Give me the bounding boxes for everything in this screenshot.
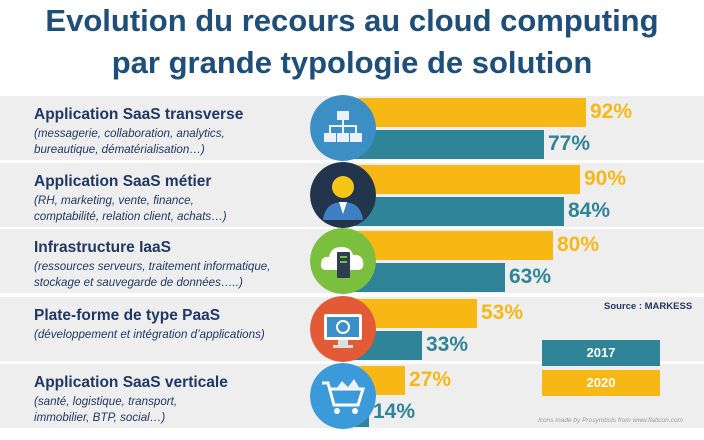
value-label-2020: 90%: [584, 167, 627, 190]
row-description-line-2: immobilier, BTP, social…): [34, 411, 166, 424]
row-label: Application SaaS métier (RH, marketing, v…: [34, 172, 324, 225]
chart-title-line-1: Evolution du recours au cloud computing: [45, 3, 659, 38]
row-title: Application SaaS verticale: [34, 374, 228, 391]
row-description-line-2: bureautique, dématérialisation…): [34, 143, 205, 156]
row-title: Application SaaS transverse: [34, 106, 244, 123]
value-label-2017: 33%: [426, 333, 469, 356]
row-description-line-1: (messagerie, collaboration, analytics,: [34, 127, 225, 140]
row-description-line-2: stockage et sauvegarde de données…..): [34, 276, 243, 289]
icon-credit: Icons made by Prosymbols from www.flatic…: [538, 417, 683, 424]
row-label: Plate-forme de type PaaS (développement e…: [34, 306, 324, 343]
value-label-2017: 63%: [509, 265, 552, 288]
row-label: Infrastructure IaaS (ressources serveurs,…: [34, 238, 324, 291]
row-description-line-1: (RH, marketing, vente, finance,: [34, 194, 194, 207]
row-description-line-1: (ressources serveurs, traitement informa…: [34, 260, 271, 273]
cloud-server-icon: [310, 228, 376, 294]
chart-title-line-2: par grande typologie de solution: [111, 45, 593, 80]
row-title: Plate-forme de type PaaS: [34, 307, 221, 324]
monitor-icon: [310, 296, 376, 362]
value-label-2017: 14%: [373, 400, 416, 423]
row-description-line-1: (santé, logistique, transport,: [34, 395, 178, 408]
value-label-2020: 80%: [557, 233, 600, 256]
business-person-icon: [310, 162, 376, 228]
row-label: Application SaaS transverse (messagerie, …: [34, 105, 324, 158]
source-note: Source : MARKESS: [604, 301, 693, 312]
row-title: Application SaaS métier: [34, 173, 212, 190]
value-label-2017: 84%: [568, 199, 611, 222]
value-label-2017: 77%: [548, 132, 591, 155]
value-label-2020: 92%: [590, 100, 633, 123]
legend-2020: 2020: [542, 370, 660, 396]
bar-2020: [340, 231, 553, 260]
bar-2020: [340, 98, 586, 127]
shopping-cart-icon: [310, 363, 376, 429]
legend-2017: 2017: [542, 340, 660, 366]
bar-2017: [340, 197, 564, 226]
value-label-2020: 53%: [481, 301, 524, 324]
bar-2020: [340, 165, 580, 194]
row-description-line-1: (développement et intégration d’applicat…: [34, 328, 265, 341]
row-description-line-2: comptabilité, relation client, achats…): [34, 210, 227, 223]
value-label-2020: 27%: [409, 368, 452, 391]
network-icon: [310, 95, 376, 161]
row-title: Infrastructure IaaS: [34, 239, 171, 256]
row-label: Application SaaS verticale (santé, logist…: [34, 373, 324, 426]
